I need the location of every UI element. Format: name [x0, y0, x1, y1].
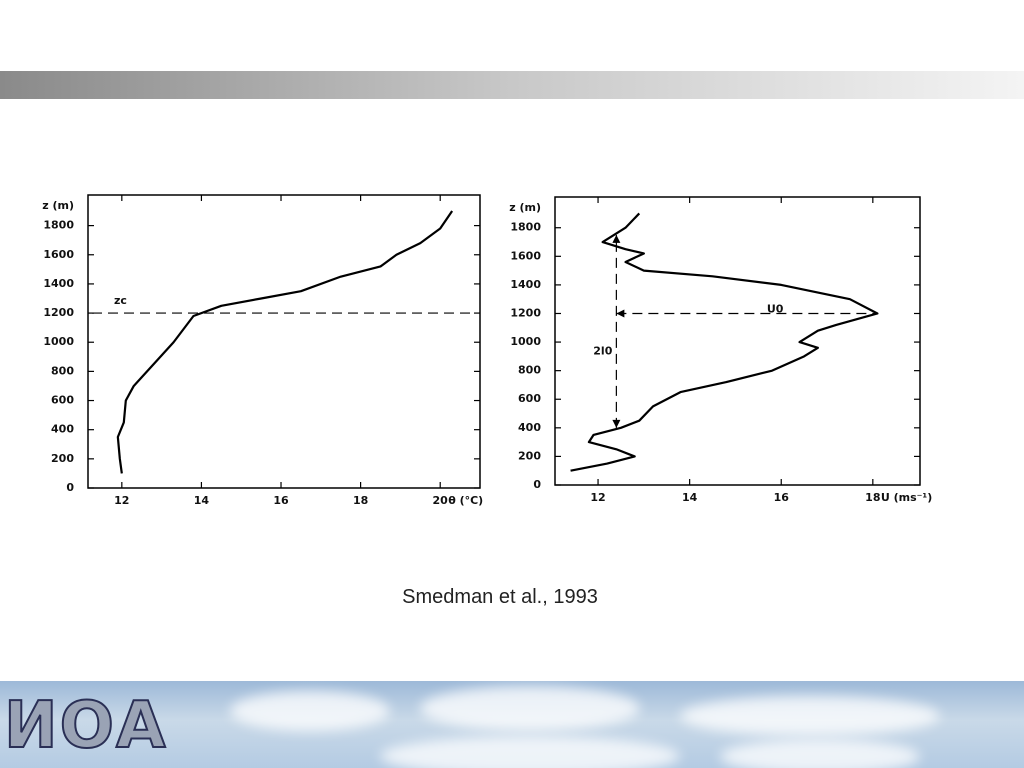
y-tick-label: 600 [51, 394, 74, 407]
y-tick-label: 400 [51, 423, 74, 436]
profile-line [570, 212, 879, 472]
x-axis-label: θ (°C) [448, 494, 483, 507]
y-tick-label: 200 [518, 449, 541, 462]
profile-line [116, 210, 454, 474]
cloud [420, 686, 640, 731]
y-tick-label: 1400 [510, 278, 541, 291]
x-tick-label: 20 [433, 494, 449, 507]
y-tick-label: 0 [533, 478, 541, 491]
y-tick-label: 1800 [43, 219, 74, 232]
annotation: 2l0 [593, 344, 612, 357]
plot-frame [87, 194, 481, 489]
x-tick-label: 18 [865, 491, 880, 504]
arrow-head [616, 309, 625, 318]
y-tick-label: 1800 [510, 221, 541, 234]
y-tick-label: 1600 [510, 249, 541, 262]
arrow-head [612, 419, 621, 428]
x-tick-label: 12 [114, 494, 129, 507]
plot-frame [554, 196, 921, 486]
y-tick-label: 0 [66, 481, 74, 494]
y-tick-label: 200 [51, 452, 74, 465]
x-tick-label: 18 [353, 494, 368, 507]
y-axis-label: z (m) [509, 201, 541, 214]
x-tick-label: 14 [194, 494, 210, 507]
x-tick-label: 16 [273, 494, 289, 507]
y-tick-label: 800 [518, 364, 541, 377]
x-tick-label: 12 [590, 491, 605, 504]
y-tick-label: 600 [518, 392, 541, 405]
caption: Smedman et al., 1993 [402, 586, 598, 608]
y-tick-label: 800 [51, 364, 74, 377]
y-tick-label: 1400 [43, 277, 74, 290]
y-tick-label: 1600 [43, 248, 74, 261]
footer: ИОА [0, 681, 1024, 768]
y-axis-label: z (m) [42, 199, 74, 212]
y-tick-label: 1000 [510, 335, 541, 348]
cloud [680, 696, 940, 736]
cloud [720, 739, 920, 768]
x-tick-label: 16 [774, 491, 790, 504]
cloud [230, 691, 390, 731]
arrow-head [612, 234, 621, 243]
header-bar [0, 71, 1024, 99]
annotation: zc [114, 294, 127, 307]
y-tick-label: 1200 [43, 306, 74, 319]
x-tick-label: 14 [682, 491, 698, 504]
cloud [380, 736, 680, 768]
y-tick-label: 1000 [43, 335, 74, 348]
x-axis-label: U (ms⁻¹) [881, 491, 932, 504]
y-tick-label: 400 [518, 421, 541, 434]
annotation: U0 [767, 302, 784, 315]
logo: ИОА [3, 688, 168, 764]
y-tick-label: 1200 [510, 306, 541, 319]
